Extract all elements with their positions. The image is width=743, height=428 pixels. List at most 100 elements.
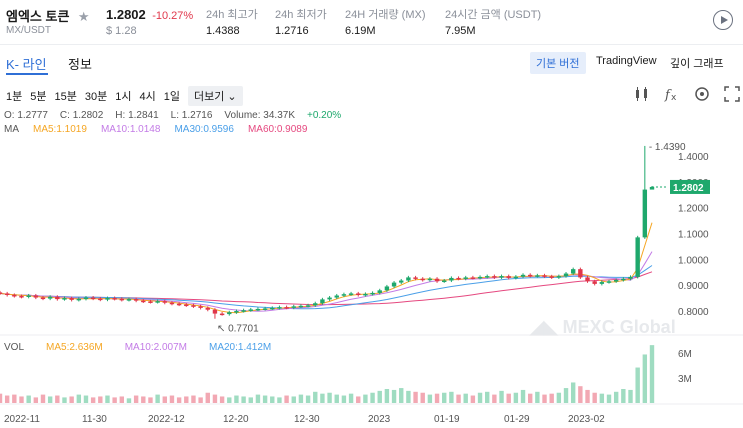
view-basic-button[interactable]: 기본 버전: [530, 52, 586, 74]
more-label: 더보기: [193, 91, 225, 103]
candle-body: [184, 304, 189, 307]
stat-value-high: 1.4388: [206, 25, 240, 37]
ma30-value: MA30:0.9596: [174, 124, 234, 135]
ma-row: MA MA5:1.1019 MA10:1.0148 MA30:0.9596 MA…: [4, 124, 307, 135]
volume-bar: [148, 397, 153, 403]
candle-body: [12, 294, 17, 297]
stat-value-volume: 6.19M: [345, 25, 376, 37]
volume-bar: [427, 394, 433, 403]
candle-body: [255, 308, 261, 311]
volume-bar: [563, 388, 569, 403]
y-tick-label: 1.1000: [678, 230, 709, 241]
interval-1d[interactable]: 1일: [163, 91, 180, 103]
x-tick-label: 12-20: [223, 414, 249, 425]
candle-body: [427, 278, 433, 281]
volume-bar: [520, 389, 526, 403]
volume-bar: [126, 398, 132, 403]
tab-info[interactable]: 정보: [68, 57, 92, 72]
candle-body: [399, 280, 404, 283]
candle-body: [556, 276, 562, 278]
candle-type-icon[interactable]: [634, 86, 650, 102]
candle-body: [477, 276, 483, 279]
candle-body: [542, 275, 547, 277]
candle-body: [492, 276, 497, 278]
y-tick-label: 1.0000: [678, 255, 709, 266]
candle-body: [406, 277, 411, 281]
tab-kline[interactable]: K- 라인: [6, 57, 47, 72]
candle-body: [47, 296, 53, 299]
ma30-line: [0, 265, 653, 310]
fullscreen-icon[interactable]: [724, 86, 740, 102]
view-depth-button[interactable]: 깊이 그래프: [670, 58, 724, 70]
candle-body: [370, 292, 375, 295]
vol-legend: VOL MA5:2.636M MA10:2.007M MA20:1.412M: [4, 342, 271, 353]
volume-bar: [356, 396, 361, 403]
candle-body: [313, 303, 318, 306]
x-tick-label: 2023-02: [568, 414, 605, 425]
candle-body: [305, 305, 311, 307]
volume-bar: [40, 394, 46, 403]
vol-ma20-value: MA20:1.412M: [208, 342, 272, 353]
volume-bar: [434, 393, 440, 403]
watermark-text: ◢◣ MEXC Global: [529, 317, 676, 337]
settings-icon[interactable]: [694, 86, 710, 102]
view-tradingview-button[interactable]: TradingView: [596, 55, 657, 67]
volume-bar: [162, 396, 167, 403]
volume-bar: [69, 396, 74, 403]
interval-1h[interactable]: 1시: [115, 91, 132, 103]
interval-30m[interactable]: 30분: [84, 91, 108, 103]
interval-5m[interactable]: 5분: [30, 91, 47, 103]
candle-body: [377, 290, 382, 293]
vol-tick-label: 3M: [678, 374, 692, 385]
volume-bar: [277, 397, 282, 403]
stat-label-volume: 24H 거래량 (MX): [345, 9, 426, 21]
more-dropdown[interactable]: 더보기 ⌄: [187, 86, 243, 106]
ohlc-change: +0.20%: [307, 110, 342, 121]
volume-bar: [606, 394, 612, 403]
play-icon[interactable]: [713, 10, 733, 30]
volume-bar: [47, 396, 53, 403]
stat-label-amount: 24시간 금액 (USDT): [445, 9, 542, 21]
volume-bar: [291, 396, 296, 403]
price-block: 1.2802 -10.27%: [106, 6, 193, 24]
volume-bar: [62, 397, 67, 403]
interval-4h[interactable]: 4시: [139, 91, 156, 103]
candle-body: [320, 299, 325, 304]
stat-value-low: 1.2716: [275, 25, 309, 37]
candle-body: [527, 274, 533, 277]
candle-body: [212, 309, 218, 314]
volume-bar: [227, 397, 232, 403]
interval-1m[interactable]: 1분: [6, 91, 23, 103]
candle-body: [635, 237, 640, 277]
volume-bar: [628, 389, 633, 403]
candle-body: [277, 307, 282, 309]
candle-body: [19, 296, 24, 298]
volume-bar: [499, 390, 504, 403]
candle-body: [506, 276, 511, 278]
volume-bar: [219, 396, 225, 403]
vol-tick-label: 6M: [678, 349, 692, 360]
candle-body: [621, 278, 626, 281]
volume-bar: [399, 388, 404, 403]
volume-bar: [327, 392, 332, 403]
candle-body: [155, 301, 160, 303]
interval-15m[interactable]: 15분: [54, 91, 77, 103]
volume-bar: [413, 391, 418, 403]
price-chart[interactable]: ◢◣ MEXC Global1.40001.30001.20001.10001.…: [0, 135, 743, 428]
x-tick-label: 2022-12: [148, 414, 185, 425]
pair-label: MX/USDT: [6, 25, 51, 36]
x-tick-label: 01-29: [504, 414, 530, 425]
candle-body: [341, 294, 347, 296]
volume-bar: [391, 389, 397, 403]
volume-bar: [420, 392, 425, 403]
volume-bar: [262, 395, 268, 403]
candle-body: [205, 307, 210, 310]
star-icon[interactable]: ★: [77, 9, 90, 24]
candle-body: [592, 281, 597, 284]
price-change: -10.27%: [152, 10, 194, 22]
volume-bar: [406, 390, 411, 403]
candle-body: [248, 309, 253, 311]
last-price: 1.2802: [106, 7, 146, 22]
y-tick-label: 0.9000: [678, 281, 709, 292]
